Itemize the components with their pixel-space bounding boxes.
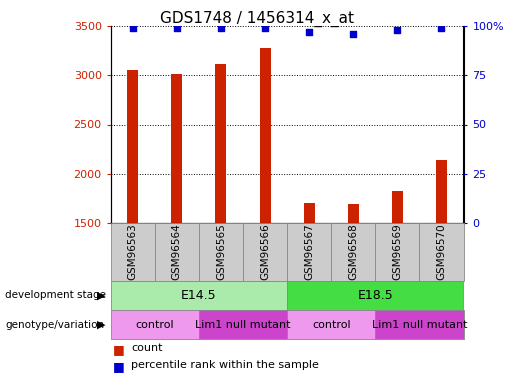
Bar bbox=[287, 281, 464, 310]
Text: control: control bbox=[312, 320, 351, 330]
Bar bbox=[436, 160, 447, 370]
Text: ▶: ▶ bbox=[97, 291, 106, 300]
Point bbox=[437, 25, 445, 31]
Text: genotype/variation: genotype/variation bbox=[5, 320, 104, 330]
Text: GSM96568: GSM96568 bbox=[348, 224, 358, 280]
Bar bbox=[348, 204, 359, 370]
Bar bbox=[199, 310, 287, 339]
Text: GSM96563: GSM96563 bbox=[128, 224, 138, 280]
Point bbox=[173, 25, 181, 31]
Text: count: count bbox=[131, 343, 163, 353]
Bar bbox=[304, 203, 315, 370]
Bar bbox=[243, 223, 287, 281]
Bar bbox=[260, 48, 270, 370]
Bar bbox=[171, 74, 182, 370]
Bar bbox=[111, 223, 155, 281]
Text: control: control bbox=[135, 320, 174, 330]
Text: GSM96566: GSM96566 bbox=[260, 224, 270, 280]
Text: Lim1 null mutant: Lim1 null mutant bbox=[195, 320, 291, 330]
Text: percentile rank within the sample: percentile rank within the sample bbox=[131, 360, 319, 370]
Point bbox=[261, 25, 269, 31]
Bar bbox=[111, 281, 287, 310]
Point bbox=[393, 27, 402, 33]
Bar bbox=[419, 223, 464, 281]
Text: ■: ■ bbox=[113, 360, 125, 373]
Text: GSM96564: GSM96564 bbox=[172, 224, 182, 280]
Bar bbox=[287, 310, 375, 339]
Bar bbox=[392, 191, 403, 370]
Point bbox=[349, 31, 357, 37]
Text: ▶: ▶ bbox=[97, 320, 106, 330]
Text: GSM96569: GSM96569 bbox=[392, 224, 402, 280]
Text: GDS1748 / 1456314_x_at: GDS1748 / 1456314_x_at bbox=[161, 11, 354, 27]
Text: GSM96565: GSM96565 bbox=[216, 224, 226, 280]
Bar bbox=[331, 223, 375, 281]
Text: GSM96567: GSM96567 bbox=[304, 224, 314, 280]
Point bbox=[217, 25, 225, 31]
Bar bbox=[375, 310, 464, 339]
Bar bbox=[287, 223, 331, 281]
Bar bbox=[155, 223, 199, 281]
Bar bbox=[375, 223, 419, 281]
Bar bbox=[215, 64, 227, 370]
Text: development stage: development stage bbox=[5, 291, 106, 300]
Text: GSM96570: GSM96570 bbox=[436, 224, 447, 280]
Text: E14.5: E14.5 bbox=[181, 289, 217, 302]
Text: Lim1 null mutant: Lim1 null mutant bbox=[372, 320, 467, 330]
Point bbox=[129, 25, 137, 31]
Text: E18.5: E18.5 bbox=[357, 289, 393, 302]
Point bbox=[305, 29, 313, 35]
Bar bbox=[199, 223, 243, 281]
Bar bbox=[127, 70, 139, 370]
Bar bbox=[111, 310, 199, 339]
Text: ■: ■ bbox=[113, 343, 125, 356]
